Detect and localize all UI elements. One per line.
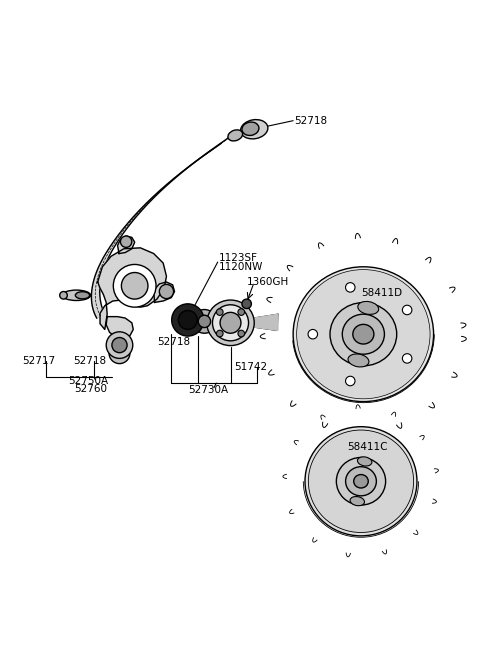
Polygon shape xyxy=(97,248,167,329)
Circle shape xyxy=(112,338,127,353)
Circle shape xyxy=(106,332,133,358)
Ellipse shape xyxy=(75,292,90,299)
Ellipse shape xyxy=(354,474,368,488)
Text: 52718: 52718 xyxy=(73,355,106,366)
Polygon shape xyxy=(254,314,278,330)
Circle shape xyxy=(192,309,216,333)
Polygon shape xyxy=(154,282,175,302)
Text: 58411C: 58411C xyxy=(347,442,387,452)
Ellipse shape xyxy=(297,269,430,399)
Circle shape xyxy=(402,306,412,315)
Circle shape xyxy=(172,304,204,336)
Circle shape xyxy=(179,311,197,329)
Ellipse shape xyxy=(358,457,372,466)
Ellipse shape xyxy=(358,302,379,315)
Text: 52718: 52718 xyxy=(295,116,328,125)
Ellipse shape xyxy=(342,314,384,354)
Text: 1120NW: 1120NW xyxy=(219,262,263,272)
Ellipse shape xyxy=(346,466,376,496)
Circle shape xyxy=(402,353,412,363)
Ellipse shape xyxy=(240,120,268,139)
Ellipse shape xyxy=(348,354,369,367)
Text: 51742: 51742 xyxy=(234,363,267,373)
Ellipse shape xyxy=(207,300,254,346)
Circle shape xyxy=(213,305,249,341)
Ellipse shape xyxy=(336,457,385,505)
Ellipse shape xyxy=(293,267,433,401)
Ellipse shape xyxy=(228,130,242,141)
Circle shape xyxy=(238,309,245,315)
Ellipse shape xyxy=(330,303,396,366)
Circle shape xyxy=(159,284,174,299)
Ellipse shape xyxy=(60,292,67,299)
Ellipse shape xyxy=(305,426,417,536)
Circle shape xyxy=(113,265,156,307)
Text: 52730A: 52730A xyxy=(188,385,228,395)
Polygon shape xyxy=(118,236,135,254)
Circle shape xyxy=(346,376,355,386)
Ellipse shape xyxy=(350,497,364,506)
Text: 1360GH: 1360GH xyxy=(247,277,289,287)
Text: 58411D: 58411D xyxy=(361,288,402,298)
Polygon shape xyxy=(91,137,230,318)
Text: 52760: 52760 xyxy=(74,384,107,394)
Ellipse shape xyxy=(308,430,414,532)
Text: 52718: 52718 xyxy=(157,337,190,347)
Circle shape xyxy=(346,283,355,292)
Ellipse shape xyxy=(62,290,91,300)
Text: 1123SF: 1123SF xyxy=(219,254,258,263)
Circle shape xyxy=(242,299,252,309)
Circle shape xyxy=(216,309,223,315)
Circle shape xyxy=(238,330,245,337)
Text: 52717: 52717 xyxy=(22,355,55,366)
Circle shape xyxy=(308,329,318,339)
Circle shape xyxy=(198,315,211,328)
Ellipse shape xyxy=(353,325,374,344)
Circle shape xyxy=(216,330,223,337)
Text: 52750A: 52750A xyxy=(68,376,108,386)
Ellipse shape xyxy=(242,122,259,135)
Circle shape xyxy=(220,312,241,333)
Circle shape xyxy=(121,273,148,299)
Polygon shape xyxy=(106,317,133,338)
Circle shape xyxy=(109,343,130,363)
Circle shape xyxy=(120,236,132,248)
